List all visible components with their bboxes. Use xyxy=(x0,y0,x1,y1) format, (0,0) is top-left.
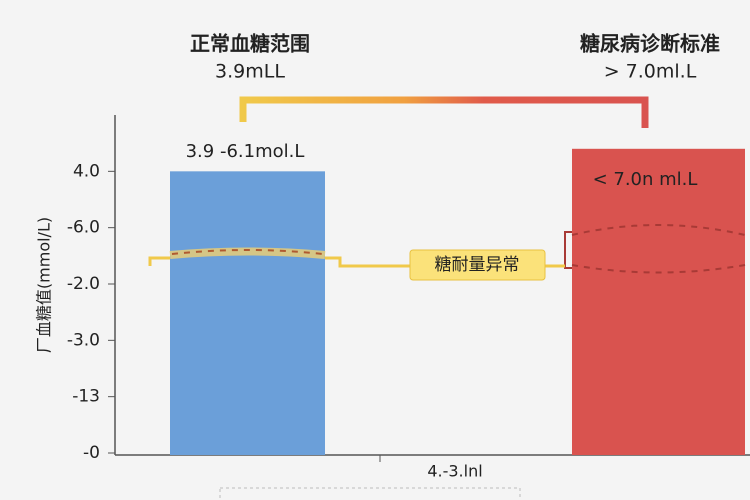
y-tick-label: -0 xyxy=(83,443,100,463)
annotation: 3.9 -6.1mol.L xyxy=(186,141,305,162)
bracket xyxy=(239,96,649,128)
y-axis-label: 厂血糖值(mmol/L) xyxy=(35,217,54,353)
impaired-curve xyxy=(171,249,324,255)
annotation: < 7.0n ml.L xyxy=(593,169,698,190)
y-tick-label: -6.0 xyxy=(67,218,100,238)
footer-box xyxy=(219,487,521,500)
y-tick-label: -13 xyxy=(72,387,100,407)
right-title: > 7.0ml.L xyxy=(604,61,697,83)
bar xyxy=(572,148,745,456)
left-title: 3.9mLL xyxy=(215,61,285,83)
red-band xyxy=(571,224,746,274)
x-axis-label: 4.-3.lnl xyxy=(427,462,482,481)
y-tick-label: -2.0 xyxy=(67,274,100,294)
left-title: 正常血糖范围 xyxy=(190,32,310,56)
impaired-curve xyxy=(169,247,326,259)
right-title: 糖尿病诊断标准 xyxy=(580,32,720,56)
y-tick-label: 4.0 xyxy=(73,161,100,181)
impaired-band xyxy=(148,256,410,268)
red-band-edge xyxy=(564,231,572,269)
y-tick-label: -3.0 xyxy=(67,330,100,350)
annotation-box xyxy=(409,249,546,281)
bar xyxy=(170,171,325,456)
annotation: 糖耐量异常 xyxy=(435,255,520,275)
